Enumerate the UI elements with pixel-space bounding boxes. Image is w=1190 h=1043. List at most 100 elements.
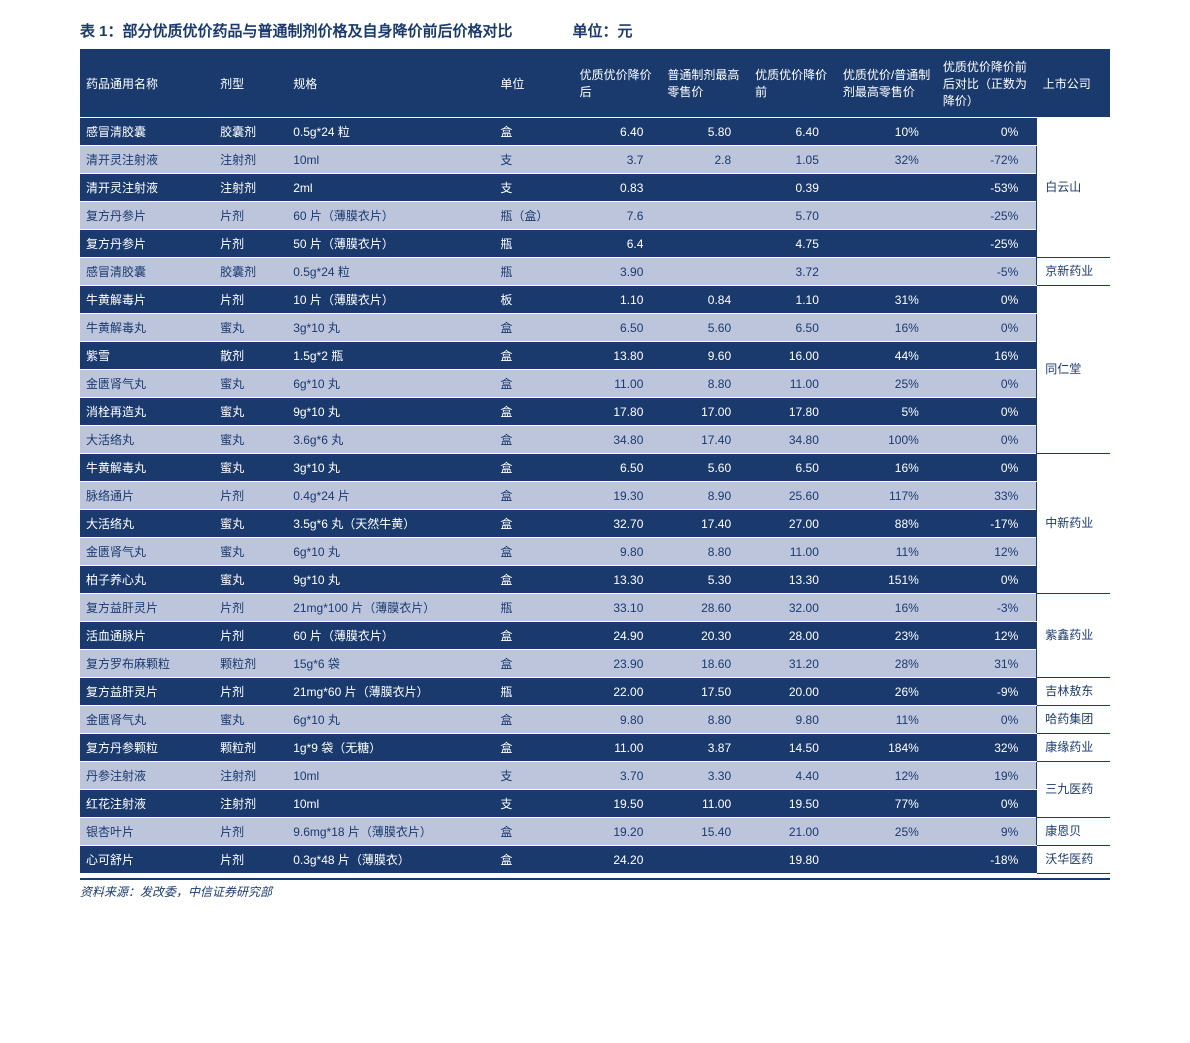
- table-cell: 5.30: [661, 566, 749, 594]
- table-cell: 紫雪: [80, 342, 214, 370]
- table-row: 活血通脉片片剂60 片（薄膜衣片）盒24.9020.3028.0023%12%: [80, 622, 1110, 650]
- table-cell: 复方益肝灵片: [80, 594, 214, 622]
- table-cell: 蜜丸: [214, 706, 287, 734]
- table-cell: 0.5g*24 粒: [287, 118, 494, 146]
- table-cell: 19.30: [574, 482, 662, 510]
- table-cell: 31%: [937, 650, 1037, 678]
- column-header: 优质优价/普通制剂最高零售价: [837, 50, 937, 118]
- table-cell: 蜜丸: [214, 370, 287, 398]
- table-cell: 11.00: [749, 370, 837, 398]
- table-cell: 感冒清胶囊: [80, 118, 214, 146]
- table-cell: 31%: [837, 286, 937, 314]
- table-cell: 100%: [837, 426, 937, 454]
- company-cell: 哈药集团: [1037, 706, 1110, 734]
- table-cell: 28.00: [749, 622, 837, 650]
- table-cell: 注射剂: [214, 146, 287, 174]
- table-row: 牛黄解毒片片剂10 片（薄膜衣片）板1.100.841.1031%0%同仁堂: [80, 286, 1110, 314]
- table-cell: -17%: [937, 510, 1037, 538]
- table-cell: 14.50: [749, 734, 837, 762]
- table-cell: 7.6: [574, 202, 662, 230]
- table-cell: 17.40: [661, 510, 749, 538]
- table-cell: 2.8: [661, 146, 749, 174]
- table-cell: 1.5g*2 瓶: [287, 342, 494, 370]
- table-cell: 注射剂: [214, 762, 287, 790]
- table-row: 银杏叶片片剂9.6mg*18 片（薄膜衣片）盒19.2015.4021.0025…: [80, 818, 1110, 846]
- table-cell: 复方罗布麻颗粒: [80, 650, 214, 678]
- table-cell: -18%: [937, 846, 1037, 874]
- table-cell: 片剂: [214, 286, 287, 314]
- table-cell: 6g*10 丸: [287, 706, 494, 734]
- column-header: 优质优价降价后: [574, 50, 662, 118]
- table-cell: 17.80: [574, 398, 662, 426]
- table-cell: 17.40: [661, 426, 749, 454]
- table-cell: 5.60: [661, 314, 749, 342]
- table-cell: 4.40: [749, 762, 837, 790]
- table-cell: 盒: [494, 510, 573, 538]
- table-cell: 32.70: [574, 510, 662, 538]
- column-header: 上市公司: [1037, 50, 1110, 118]
- table-cell: 支: [494, 762, 573, 790]
- price-table: 药品通用名称剂型规格单位优质优价降价后普通制剂最高零售价优质优价降价前优质优价/…: [80, 49, 1110, 874]
- unit-label: 单位：元: [573, 20, 633, 41]
- column-header: 剂型: [214, 50, 287, 118]
- table-cell: 3.6g*6 丸: [287, 426, 494, 454]
- table-cell: 32.00: [749, 594, 837, 622]
- table-cell: 28.60: [661, 594, 749, 622]
- column-header: 优质优价降价前后对比（正数为降价）: [937, 50, 1037, 118]
- table-cell: 6g*10 丸: [287, 538, 494, 566]
- table-cell: 清开灵注射液: [80, 174, 214, 202]
- table-cell: 0%: [937, 426, 1037, 454]
- table-row: 牛黄解毒丸蜜丸3g*10 丸盒6.505.606.5016%0%: [80, 314, 1110, 342]
- table-cell: 28%: [837, 650, 937, 678]
- table-cell: 1g*9 袋（无糖）: [287, 734, 494, 762]
- table-cell: 0.3g*48 片（薄膜衣）: [287, 846, 494, 874]
- table-cell: 蜜丸: [214, 538, 287, 566]
- company-cell: 吉林敖东: [1037, 678, 1110, 706]
- table-cell: 19.50: [749, 790, 837, 818]
- table-cell: 11.00: [574, 734, 662, 762]
- table-row: 复方益肝灵片片剂21mg*100 片（薄膜衣片）瓶33.1028.6032.00…: [80, 594, 1110, 622]
- table-cell: 34.80: [749, 426, 837, 454]
- table-row: 金匮肾气丸蜜丸6g*10 丸盒11.008.8011.0025%0%: [80, 370, 1110, 398]
- table-cell: 盒: [494, 622, 573, 650]
- table-row: 脉络通片片剂0.4g*24 片盒19.308.9025.60117%33%: [80, 482, 1110, 510]
- table-cell: 盒: [494, 566, 573, 594]
- table-cell: 11%: [837, 538, 937, 566]
- table-cell: 3g*10 丸: [287, 314, 494, 342]
- table-cell: 16%: [837, 314, 937, 342]
- table-cell: 25%: [837, 370, 937, 398]
- table-cell: 片剂: [214, 594, 287, 622]
- column-header: 单位: [494, 50, 573, 118]
- table-cell: 33.10: [574, 594, 662, 622]
- table-row: 牛黄解毒丸蜜丸3g*10 丸盒6.505.606.5016%0%中新药业: [80, 454, 1110, 482]
- table-cell: 32%: [837, 146, 937, 174]
- table-cell: 牛黄解毒片: [80, 286, 214, 314]
- table-cell: 17.00: [661, 398, 749, 426]
- table-cell: -9%: [937, 678, 1037, 706]
- table-cell: 瓶: [494, 594, 573, 622]
- table-cell: 5.70: [749, 202, 837, 230]
- table-cell: -53%: [937, 174, 1037, 202]
- table-cell: 34.80: [574, 426, 662, 454]
- table-cell: 0%: [937, 454, 1037, 482]
- table-cell: 9g*10 丸: [287, 566, 494, 594]
- table-cell: 33%: [937, 482, 1037, 510]
- table-cell: 0%: [937, 566, 1037, 594]
- table-title: 表 1：部分优质优价药品与普通制剂价格及自身降价前后价格对比: [80, 20, 513, 41]
- table-cell: 注射剂: [214, 790, 287, 818]
- table-cell: 瓶: [494, 230, 573, 258]
- table-cell: 21mg*100 片（薄膜衣片）: [287, 594, 494, 622]
- table-cell: 12%: [837, 762, 937, 790]
- table-cell: 117%: [837, 482, 937, 510]
- table-cell: 18.60: [661, 650, 749, 678]
- table-cell: 6.4: [574, 230, 662, 258]
- table-cell: 消栓再造丸: [80, 398, 214, 426]
- table-cell: 15g*6 袋: [287, 650, 494, 678]
- table-cell: 金匮肾气丸: [80, 538, 214, 566]
- table-cell: [837, 174, 937, 202]
- table-cell: 6g*10 丸: [287, 370, 494, 398]
- table-cell: 8.80: [661, 370, 749, 398]
- table-cell: 盒: [494, 734, 573, 762]
- table-cell: 0%: [937, 118, 1037, 146]
- table-cell: 1.10: [749, 286, 837, 314]
